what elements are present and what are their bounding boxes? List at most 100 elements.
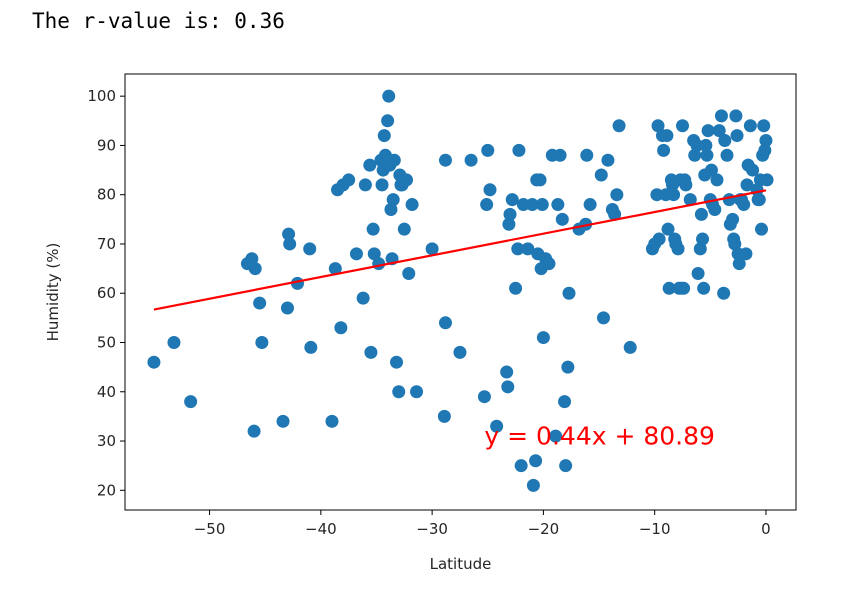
data-point [480, 198, 494, 212]
data-point [535, 198, 549, 212]
data-point [759, 134, 773, 148]
data-point [253, 296, 267, 310]
data-point [683, 193, 697, 207]
data-point [561, 360, 575, 374]
data-point [304, 340, 318, 354]
data-point [501, 380, 515, 394]
data-point [758, 143, 772, 157]
data-point [245, 252, 259, 266]
data-point [760, 173, 774, 187]
data-point [303, 242, 317, 256]
data-point [147, 355, 161, 369]
y-tick-label: 50 [97, 333, 116, 351]
data-point [728, 237, 742, 251]
y-tick-label: 30 [97, 432, 116, 450]
y-axis-label: Humidity (%) [44, 243, 62, 342]
data-point [536, 331, 550, 345]
data-point [596, 311, 610, 325]
data-point [438, 316, 452, 330]
data-point [714, 109, 728, 123]
data-point [502, 217, 516, 231]
data-point [660, 129, 674, 143]
data-point [693, 242, 707, 256]
plot-frame [124, 73, 797, 511]
data-point [722, 193, 736, 207]
data-point [562, 286, 576, 300]
y-tick-label: 80 [97, 186, 116, 204]
data-point [730, 129, 744, 143]
data-point [387, 153, 401, 167]
data-point [384, 202, 398, 216]
data-point [372, 257, 386, 271]
data-point [325, 414, 339, 428]
data-point [542, 257, 556, 271]
data-point [381, 114, 395, 128]
data-point [690, 138, 704, 152]
data-point [402, 267, 416, 281]
y-axis-ticks: 20 30 40 50 60 70 80 90 100 [87, 87, 125, 499]
data-point [248, 262, 262, 276]
data-point [594, 168, 608, 182]
y-tick-label: 40 [97, 383, 116, 401]
data-point [356, 291, 370, 305]
x-axis-label: Latitude [430, 555, 492, 573]
data-point [553, 148, 567, 162]
points-layer [147, 89, 774, 492]
data-point [661, 222, 675, 236]
data-point [726, 212, 740, 226]
data-point [679, 178, 693, 192]
data-point [732, 257, 746, 271]
r-value-output: The r-value is: 0.36 [32, 9, 285, 33]
data-point [549, 429, 563, 443]
data-point [505, 193, 519, 207]
data-point [483, 183, 497, 197]
data-point [650, 188, 664, 202]
data-point [533, 173, 547, 187]
data-point [377, 129, 391, 143]
data-point [755, 222, 769, 236]
data-point [583, 198, 597, 212]
x-tick-label: 0 [761, 520, 771, 538]
data-point [405, 198, 419, 212]
data-point [694, 207, 708, 221]
y-tick-label: 100 [87, 87, 116, 105]
data-point [529, 454, 543, 468]
data-point [608, 207, 622, 221]
data-point [521, 242, 535, 256]
data-point [739, 247, 753, 261]
data-point [363, 158, 377, 172]
data-point [283, 237, 297, 251]
data-point [366, 222, 380, 236]
x-tick-label: −30 [416, 520, 448, 538]
data-point [342, 173, 356, 187]
data-point [740, 178, 754, 192]
data-point [662, 281, 676, 295]
data-point [752, 193, 766, 207]
x-tick-label: −50 [194, 520, 226, 538]
data-point [601, 153, 615, 167]
data-point [737, 198, 751, 212]
data-point [657, 143, 671, 157]
data-point [276, 414, 290, 428]
data-point [610, 188, 624, 202]
data-point [367, 247, 381, 261]
data-point [477, 390, 491, 404]
data-point [500, 365, 514, 379]
data-point [349, 247, 363, 261]
data-point [453, 345, 467, 359]
y-tick-label: 60 [97, 284, 116, 302]
data-point [651, 119, 665, 133]
data-point [328, 262, 342, 276]
regression-line [153, 189, 767, 311]
data-point [701, 124, 715, 138]
data-point [514, 459, 528, 473]
data-point [247, 424, 261, 438]
data-point [677, 281, 691, 295]
data-point [516, 198, 530, 212]
data-point [511, 242, 525, 256]
data-point [410, 385, 424, 399]
data-point [386, 193, 400, 207]
data-point [729, 109, 743, 123]
data-point [397, 222, 411, 236]
